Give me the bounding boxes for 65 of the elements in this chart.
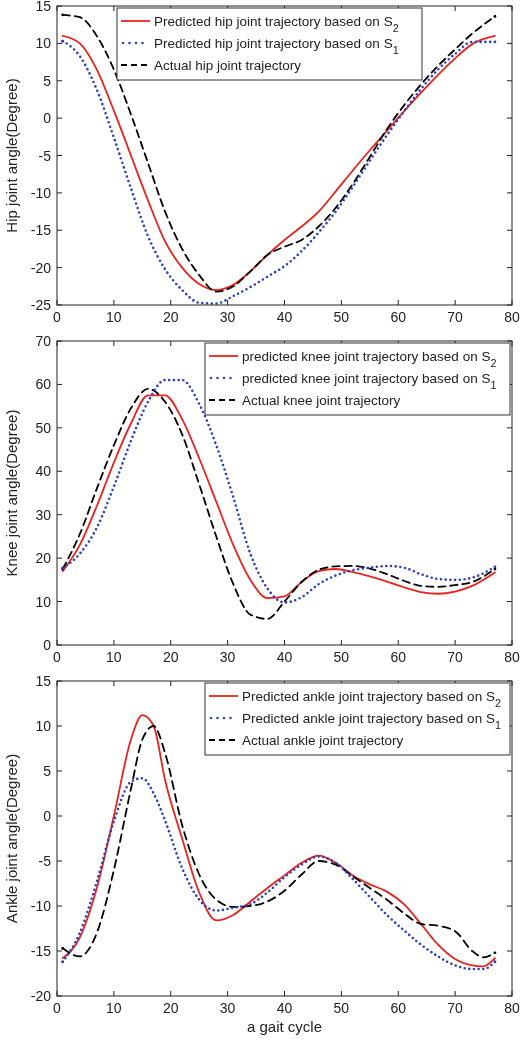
y-tick-label: 10 [35, 35, 52, 52]
x-tick-label: 70 [447, 1000, 464, 1016]
x-tick-label: 30 [219, 309, 236, 325]
x-tick-label: 20 [162, 309, 179, 325]
y-tick-label: 0 [43, 110, 52, 127]
y-tick-label: 15 [35, 673, 52, 689]
x-tick-label: 10 [106, 1000, 122, 1016]
y-tick-label: -5 [38, 147, 52, 164]
x-axis-title: a gait cycle [246, 1018, 323, 1035]
x-tick-label: 80 [504, 1000, 520, 1016]
x-tick-label: 0 [53, 1000, 62, 1016]
x-tick-label: 60 [390, 1000, 407, 1016]
legend-label: Actual hip joint trajectory [154, 58, 302, 73]
x-tick-label: 10 [106, 309, 122, 325]
x-tick-label: 80 [504, 649, 520, 665]
legend-label: Predicted hip joint trajectory based on S$_{1}$ [154, 36, 399, 56]
x-tick-label: 80 [504, 309, 520, 325]
x-tick-label: 70 [447, 649, 464, 665]
x-tick-label: 40 [276, 309, 293, 325]
legend-label: predicted knee joint trajectory based on S$_{2}$ [242, 349, 497, 369]
x-tick-label: 0 [53, 309, 62, 325]
y-tick-label: -15 [30, 222, 52, 239]
y-tick-label: 10 [35, 718, 52, 734]
x-tick-label: 70 [447, 309, 464, 325]
y-tick-label: 5 [43, 763, 52, 779]
y-tick-label: 60 [35, 376, 52, 393]
y-axis-title: Knee joint angle(Degree) [3, 409, 20, 577]
x-tick-label: 30 [219, 1000, 236, 1016]
legend-label: Predicted ankle joint trajectory based on S$_{2}$ [242, 689, 501, 709]
y-tick-label: 5 [43, 72, 52, 89]
x-tick-label: 50 [333, 309, 350, 325]
y-tick-label: 10 [35, 593, 52, 610]
x-tick-label: 0 [53, 649, 62, 665]
y-axis-title: Hip joint angle(Degree) [3, 78, 20, 233]
x-tick-label: 50 [333, 649, 350, 665]
x-tick-label: 10 [106, 649, 122, 665]
y-tick-label: -15 [30, 943, 52, 959]
y-tick-label: 30 [35, 506, 52, 523]
x-tick-label: 30 [219, 649, 236, 665]
y-tick-label: 40 [35, 463, 52, 480]
legend-label: Predicted ankle joint trajectory based on S$_{1}$ [242, 711, 501, 731]
x-tick-label: 50 [333, 1000, 350, 1016]
y-tick-label: -5 [38, 853, 52, 869]
y-tick-label: -25 [30, 297, 52, 313]
x-tick-label: 20 [162, 649, 179, 665]
x-tick-label: 60 [390, 649, 407, 665]
y-tick-label: 0 [43, 808, 52, 824]
legend-label: Predicted hip joint trajectory based on S$_{2}$ [154, 14, 399, 34]
y-tick-label: -10 [30, 184, 52, 201]
y-tick-label: -10 [30, 898, 52, 914]
y-tick-label: 50 [35, 419, 52, 436]
x-tick-label: 40 [276, 649, 293, 665]
y-tick-label: 20 [35, 550, 52, 567]
legend-label: Actual knee joint trajectory [242, 393, 401, 408]
x-tick-label: 60 [390, 309, 407, 325]
y-tick-label: 70 [35, 333, 52, 349]
x-tick-label: 40 [276, 1000, 293, 1016]
y-tick-label: 15 [35, 0, 52, 14]
y-tick-label: -20 [30, 259, 52, 276]
y-tick-label: 0 [43, 637, 52, 653]
legend-label: predicted knee joint trajectory based on S$_{1}$ [242, 371, 497, 391]
y-axis-title: Ankle joint angle(Degree) [3, 753, 20, 924]
legend-label: Actual ankle joint trajectory [242, 733, 404, 748]
x-tick-label: 20 [162, 1000, 179, 1016]
y-tick-label: -20 [30, 988, 52, 1004]
